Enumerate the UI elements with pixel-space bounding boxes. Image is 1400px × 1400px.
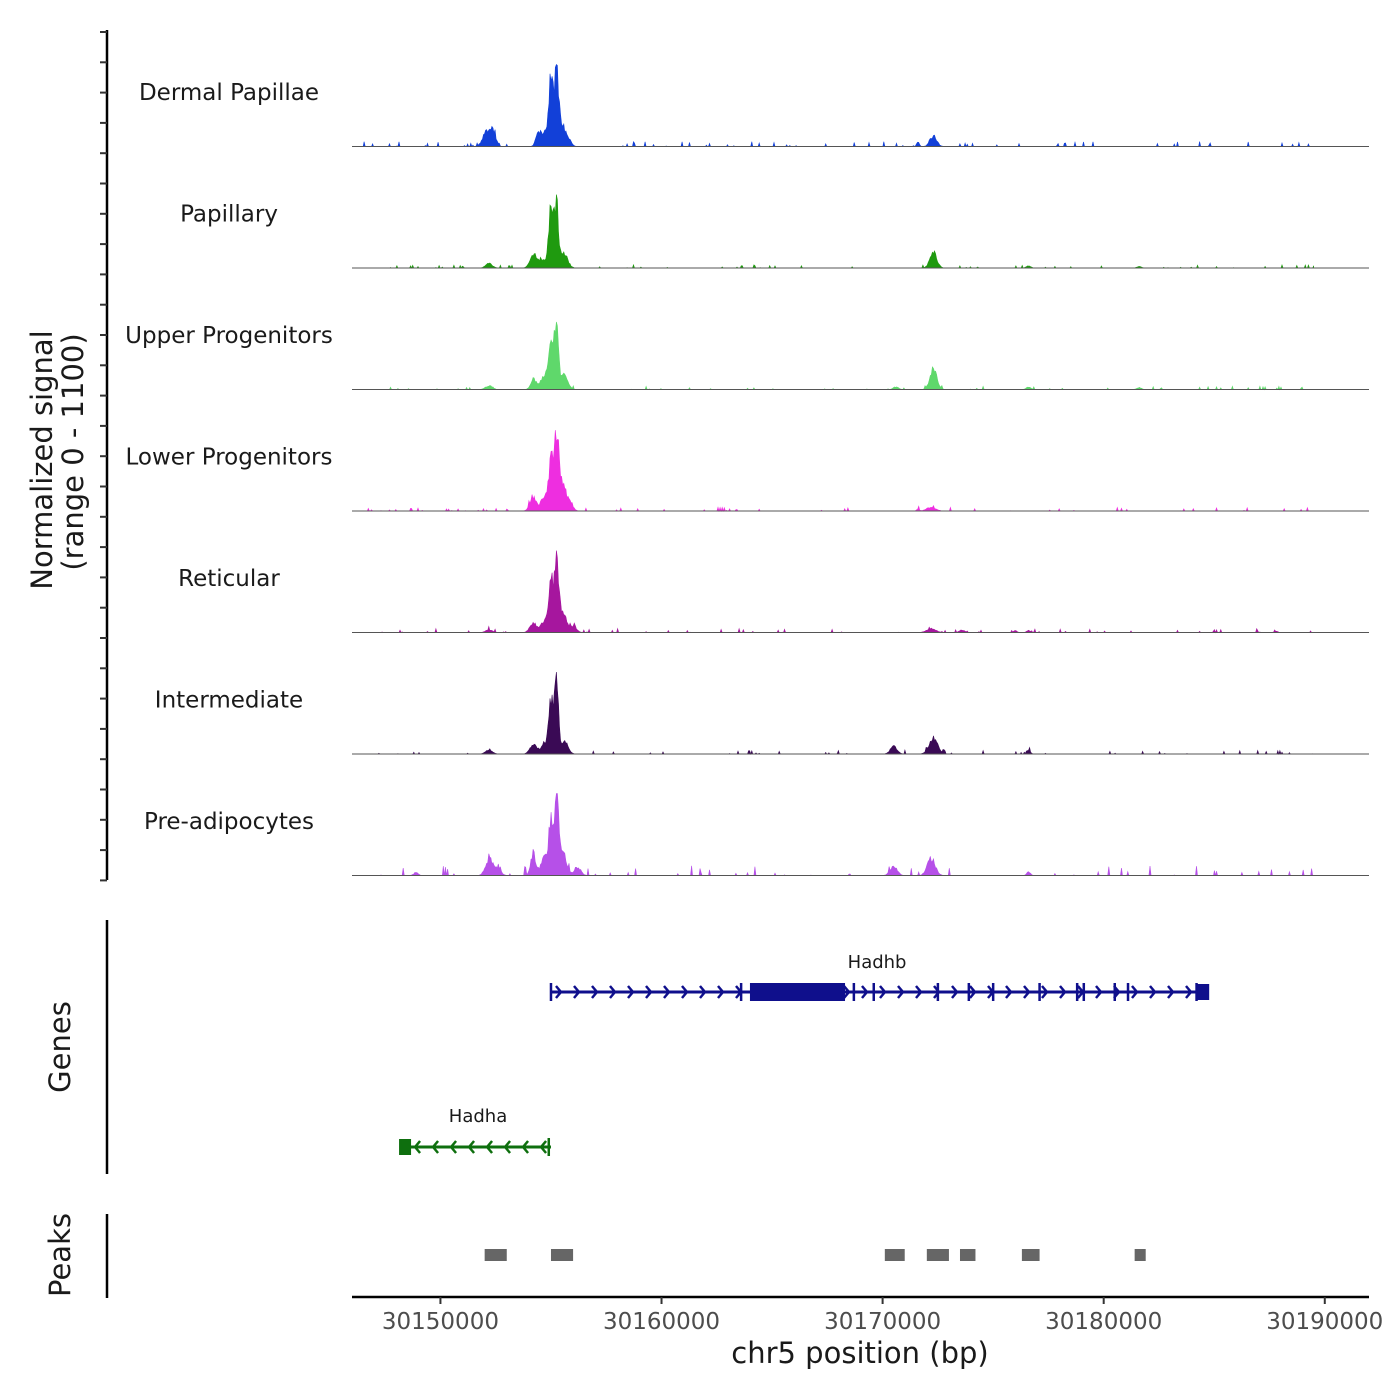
gene-track-label: Genes <box>43 1001 77 1093</box>
strand-arrow <box>699 985 707 999</box>
strand-arrow <box>431 1140 440 1154</box>
x-tick-label: 30150000 <box>382 1309 499 1335</box>
x-tick-label: 30190000 <box>1266 1309 1383 1335</box>
track-label: Pre-adipocytes <box>144 809 314 835</box>
strand-arrow <box>1005 985 1013 999</box>
track-label: Reticular <box>178 566 280 592</box>
strand-arrow <box>717 985 725 999</box>
strand-arrow <box>467 1140 476 1154</box>
strand-arrow <box>413 1140 422 1154</box>
strand-arrow <box>503 1140 512 1154</box>
strand-arrow <box>521 1140 530 1154</box>
strand-arrow <box>897 985 905 999</box>
gene-hadhb: Hadhb <box>549 952 1210 1001</box>
strand-arrow <box>1185 985 1193 999</box>
track-3: Upper Progenitors <box>125 321 1369 391</box>
track-6: Intermediate <box>155 671 1369 756</box>
track-label: Dermal Papillae <box>139 80 319 106</box>
track-5: Reticular <box>178 550 1369 634</box>
signal-y-axis <box>100 30 109 882</box>
strand-arrow <box>555 985 563 999</box>
track-label: Upper Progenitors <box>125 323 333 349</box>
strand-arrow <box>449 1140 458 1154</box>
coding-block <box>749 983 846 1001</box>
strand-arrow <box>951 985 959 999</box>
strand-arrow <box>879 985 887 999</box>
gene-hadha: Hadha <box>399 1106 551 1156</box>
peak-track-label: Peaks <box>43 1213 77 1297</box>
track-1: Dermal Papillae <box>139 63 1369 148</box>
strand-arrow <box>539 1140 548 1154</box>
gene-end-block <box>399 1139 412 1155</box>
called-peak <box>550 1249 574 1261</box>
y-axis-title-line2: (range 0 - 1100) <box>56 333 90 570</box>
called-peak <box>884 1249 905 1261</box>
track-4: Lower Progenitors <box>126 430 1369 513</box>
track-label: Lower Progenitors <box>126 445 333 471</box>
track-7: Pre-adipocytes <box>144 793 1369 876</box>
x-tick-label: 30160000 <box>603 1309 720 1335</box>
strand-arrow <box>861 985 869 999</box>
coverage-area <box>352 194 1314 269</box>
track-label: Intermediate <box>155 688 303 714</box>
strand-arrow <box>843 985 851 999</box>
track-label: Papillary <box>180 202 278 228</box>
called-peak <box>959 1249 976 1261</box>
gene-track: Hadhb Hadha <box>399 952 1210 1156</box>
strand-arrow <box>1041 985 1049 999</box>
track-2: Papillary <box>180 194 1369 269</box>
x-axis-title: chr5 position (bp) <box>731 1336 988 1370</box>
strand-arrow <box>969 985 977 999</box>
strand-arrow <box>681 985 689 999</box>
peak-track <box>484 1249 1146 1261</box>
strand-arrow <box>485 1140 494 1154</box>
strand-arrow <box>645 985 653 999</box>
gene-label: Hadhb <box>848 952 907 973</box>
strand-arrow <box>627 985 635 999</box>
coverage-area <box>352 793 1314 876</box>
x-tick-label: 30170000 <box>824 1309 941 1335</box>
called-peak <box>1021 1249 1040 1261</box>
strand-arrow <box>1149 985 1157 999</box>
strand-arrow <box>1167 985 1175 999</box>
strand-arrow <box>573 985 581 999</box>
strand-arrow <box>1131 985 1139 999</box>
coverage-area <box>352 550 1314 634</box>
gene-end-block <box>1197 984 1210 1000</box>
called-peak <box>484 1249 507 1261</box>
x-tick-label: 30180000 <box>1045 1309 1162 1335</box>
strand-arrow <box>1095 985 1103 999</box>
strand-arrow <box>609 985 617 999</box>
y-axis-title-line1: Normalized signal <box>25 330 59 589</box>
called-peak <box>1134 1249 1146 1261</box>
coverage-tracks: Dermal Papillae Papillary Upper Progenitor… <box>125 63 1369 876</box>
x-axis: 30150000 30160000 30170000 30180000 30190000 <box>352 1295 1383 1335</box>
strand-arrow <box>915 985 923 999</box>
strand-arrow <box>1059 985 1067 999</box>
coverage-area <box>352 321 1314 391</box>
coverage-area <box>352 430 1314 513</box>
coverage-area <box>352 63 1314 148</box>
coverage-area <box>352 671 1314 756</box>
strand-arrow <box>663 985 671 999</box>
gene-label: Hadha <box>449 1106 507 1127</box>
strand-arrow <box>591 985 599 999</box>
strand-arrow <box>1023 985 1031 999</box>
called-peak <box>926 1249 949 1261</box>
